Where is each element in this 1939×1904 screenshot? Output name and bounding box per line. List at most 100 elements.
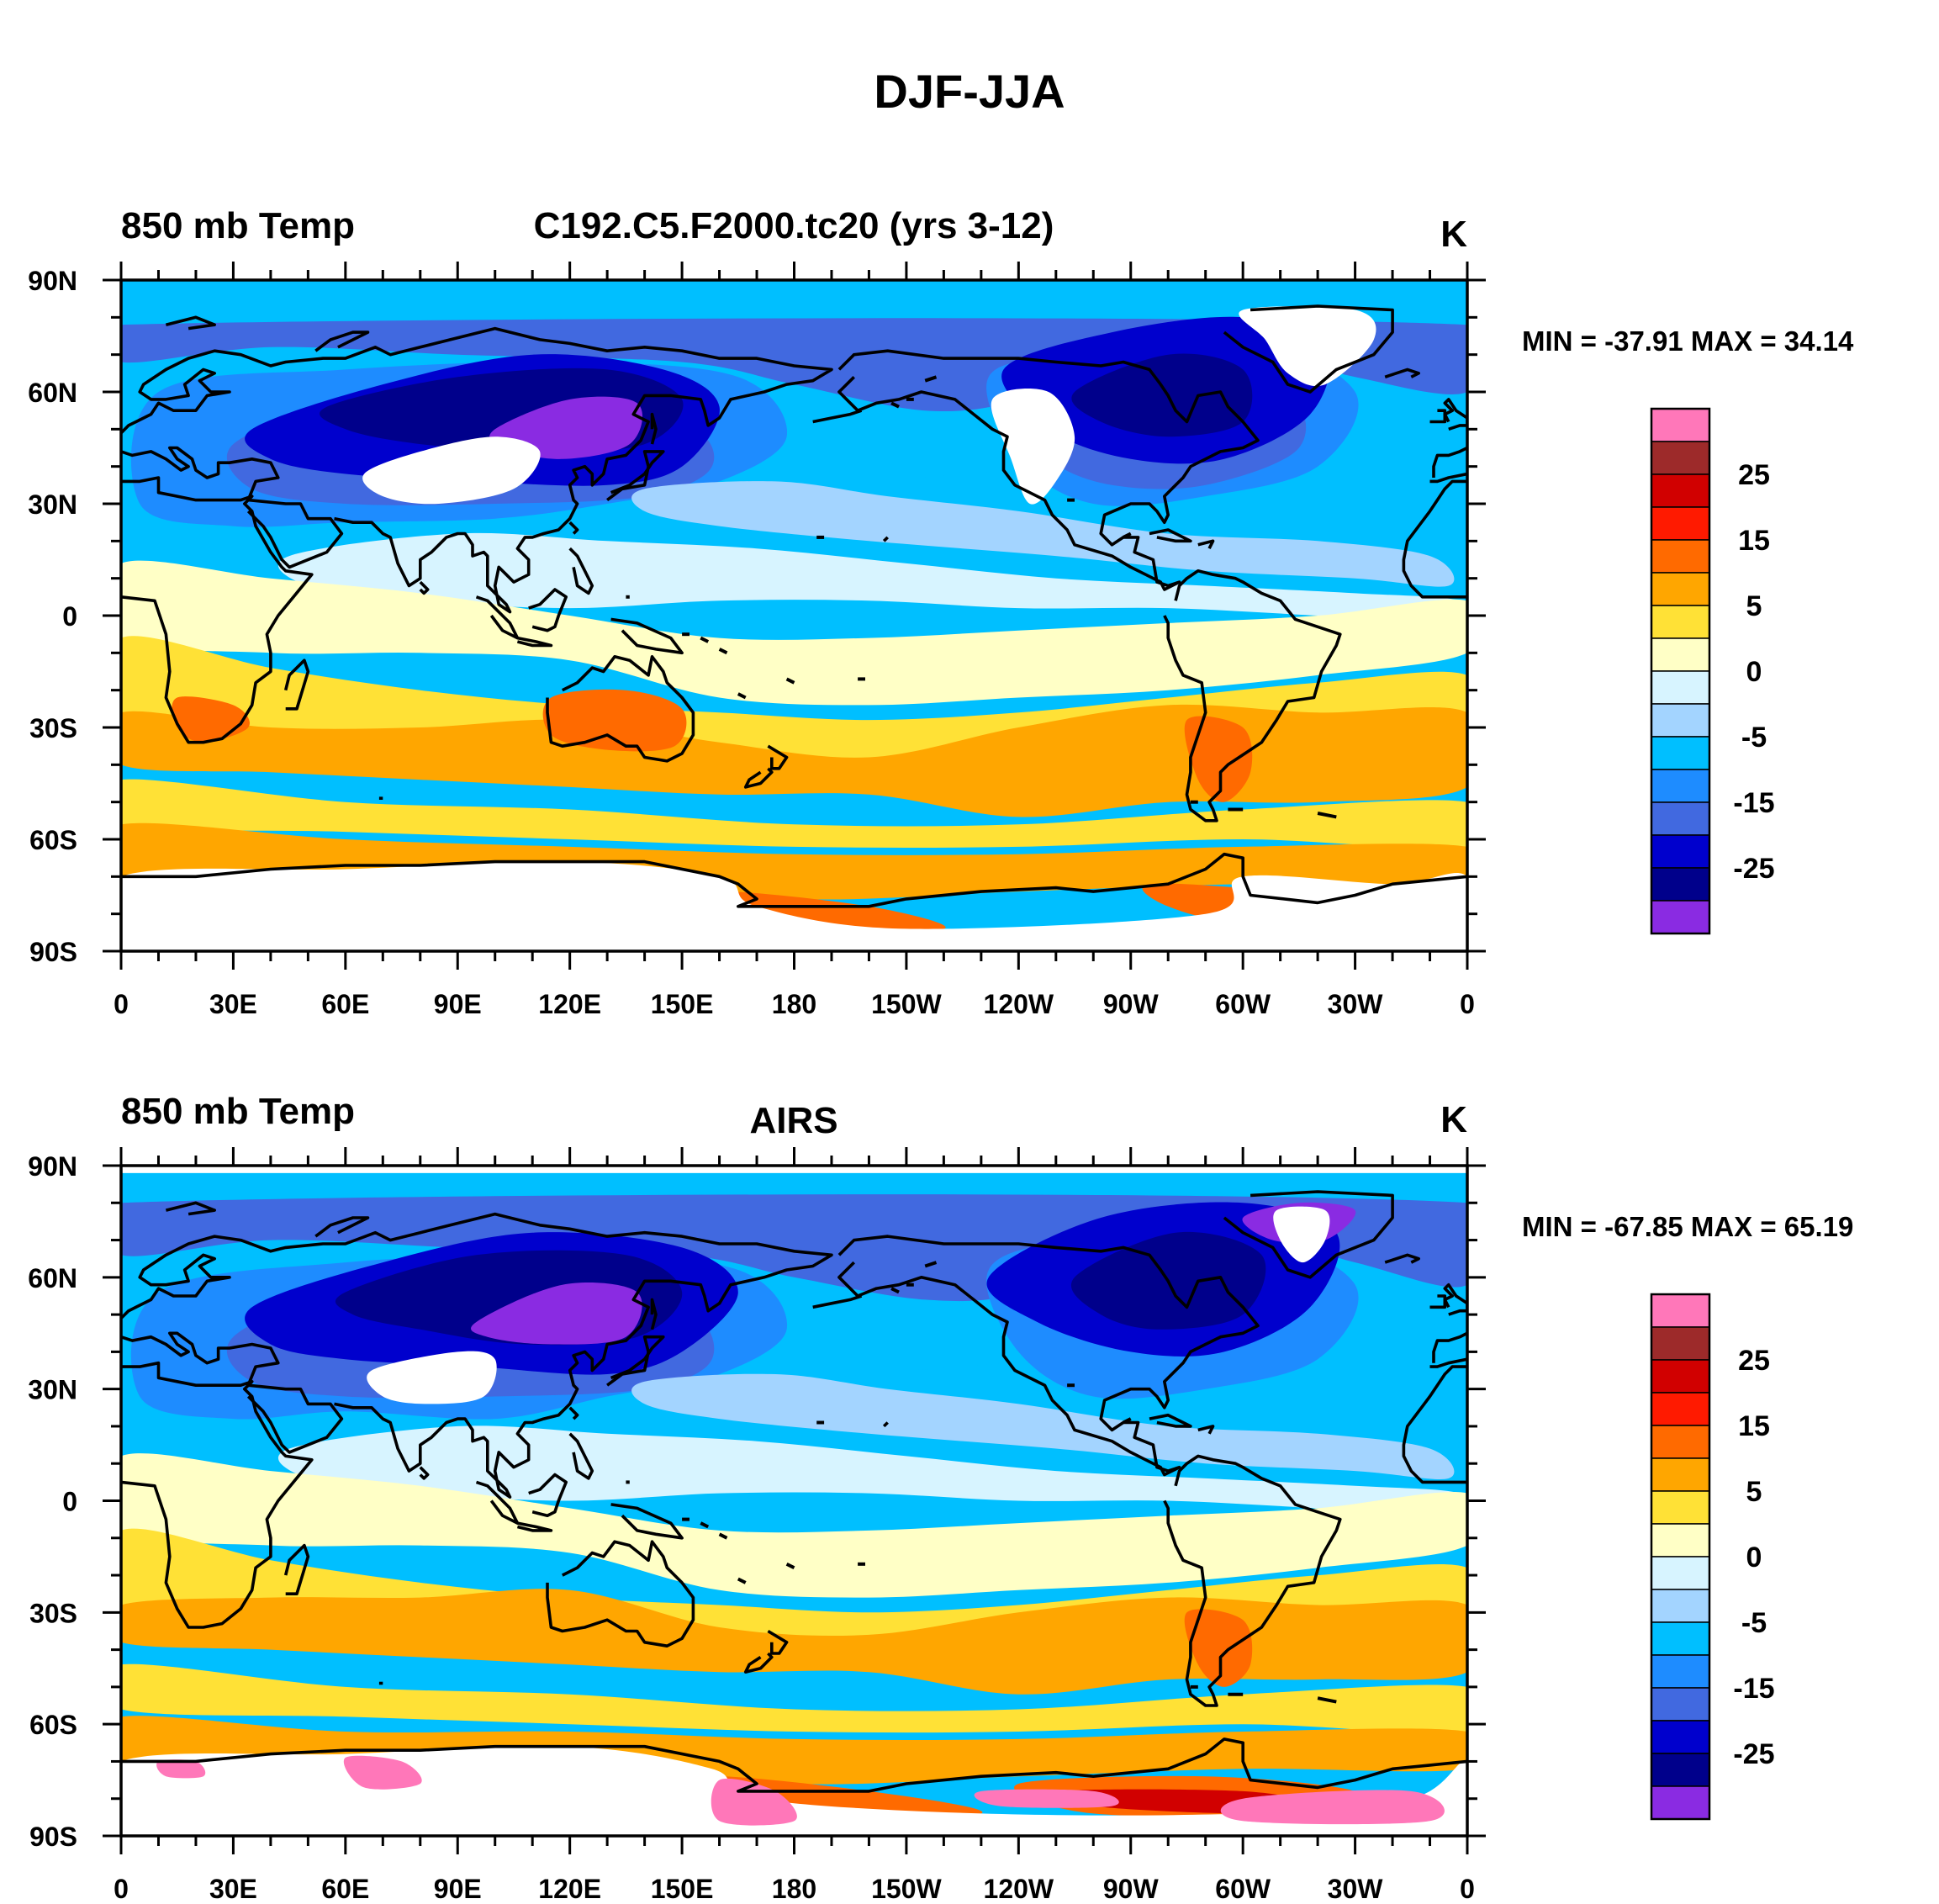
lat-tick-label: 30S — [29, 1598, 77, 1628]
coastline — [1197, 539, 1215, 550]
coastline — [568, 1406, 579, 1420]
colorbar-box — [1651, 1785, 1710, 1820]
colorbar-box — [1651, 1326, 1710, 1361]
island — [718, 1532, 728, 1540]
coastline — [1163, 569, 1342, 822]
panel-left-string: 850 mb Temp — [121, 1091, 355, 1132]
lat-tick-label: 0 — [62, 601, 77, 632]
coastline — [314, 331, 370, 352]
lat-tick-label: 60S — [29, 825, 77, 855]
axis-ticks — [103, 1147, 1486, 1854]
lon-tick-label: 90W — [1103, 989, 1160, 1019]
colorbar-box — [1651, 1457, 1710, 1492]
coastline — [837, 349, 1260, 591]
lon-tick-label: 180 — [772, 989, 816, 1019]
island — [785, 1563, 795, 1569]
colorbar-box — [1651, 1621, 1710, 1656]
colorbar-box — [1651, 1753, 1710, 1787]
lat-tick-label: 0 — [62, 1487, 77, 1517]
coastline — [283, 658, 310, 711]
lon-tick-label: 120W — [984, 1874, 1054, 1904]
figure-title: DJF-JJA — [874, 65, 1065, 118]
colorbar-label: -25 — [1733, 853, 1774, 885]
colorbar-box — [1651, 605, 1710, 639]
coastline — [650, 1298, 658, 1330]
colorbar-box — [1651, 1720, 1710, 1754]
colorbar-box — [1651, 506, 1710, 541]
coastline — [121, 476, 314, 744]
lon-tick-label: 60E — [321, 1874, 369, 1904]
masked-region — [367, 1351, 497, 1404]
island — [737, 1577, 747, 1584]
coastline — [610, 617, 684, 655]
lon-tick-label: 150E — [651, 989, 714, 1019]
coastline — [1402, 1365, 1467, 1484]
coastline — [1149, 528, 1192, 543]
coastline — [1443, 398, 1467, 431]
lon-tick-label: 150W — [871, 1874, 942, 1904]
colorbar-box — [1651, 1392, 1710, 1426]
lat-tick-label: 30N — [28, 489, 77, 520]
island — [924, 375, 938, 383]
colorbar-frame — [1650, 407, 1711, 935]
masked-region — [121, 1746, 1467, 1836]
colorbar-box — [1651, 834, 1710, 869]
colorbar-box — [1651, 1687, 1710, 1722]
island — [700, 1521, 710, 1529]
coastline — [475, 595, 520, 640]
coastline — [283, 1543, 310, 1595]
coastline — [121, 852, 1467, 908]
coastline — [882, 1421, 889, 1428]
coastline — [121, 1212, 833, 1499]
lat-tick-label: 60S — [29, 1710, 77, 1740]
coastline — [767, 1629, 789, 1655]
coastline — [1223, 1190, 1394, 1279]
colorbar-box — [1651, 1654, 1710, 1689]
coastline — [1197, 1425, 1215, 1435]
panel-left-string: 850 mb Temp — [121, 205, 355, 246]
colorbar-box — [1651, 572, 1710, 606]
lat-tick-label: 60N — [28, 378, 77, 408]
island — [890, 401, 900, 409]
island — [890, 1287, 900, 1294]
panel-stats: MIN = -67.85 MAX = 65.19 — [1522, 1211, 1853, 1242]
colorbar-label: 15 — [1738, 525, 1770, 557]
colorbar-label: -5 — [1741, 1607, 1767, 1639]
coastline — [121, 1361, 314, 1629]
coastline — [516, 1521, 553, 1532]
coastline — [1432, 446, 1467, 478]
panel-center-string: AIRS — [749, 1100, 837, 1141]
panel-center-string: C192.C5.F2000.tc20 (yrs 3-12) — [534, 205, 1054, 246]
contour-region — [121, 1716, 1467, 1785]
colorbar-label: 0 — [1746, 1542, 1762, 1573]
lat-tick-label: 60N — [28, 1263, 77, 1293]
coastline — [812, 1294, 863, 1309]
lon-tick-label: 60W — [1215, 989, 1271, 1019]
coastline — [606, 1335, 665, 1387]
coastline — [568, 547, 594, 595]
coastline — [1429, 1357, 1467, 1368]
lat-tick-label: 90S — [29, 1822, 77, 1852]
coastline — [165, 315, 216, 331]
lon-tick-label: 90E — [434, 989, 482, 1019]
coastline — [1429, 409, 1447, 424]
coastline — [568, 1432, 594, 1480]
contour-region — [1184, 1609, 1253, 1687]
colorbar-label: -15 — [1733, 787, 1774, 819]
coastline — [121, 1331, 344, 1454]
lon-tick-label: 60E — [321, 989, 369, 1019]
island — [737, 692, 747, 700]
coastline — [568, 521, 579, 535]
coastline — [314, 1216, 370, 1238]
coastline — [121, 326, 833, 614]
lon-tick-label: 150W — [871, 989, 942, 1019]
colorbar-box — [1651, 867, 1710, 902]
lon-tick-label: 150E — [651, 1874, 714, 1904]
map-field — [121, 1166, 1467, 1836]
colorbar-box — [1651, 1359, 1710, 1394]
lon-tick-label: 180 — [772, 1874, 816, 1904]
colorbar-frame — [1650, 1293, 1711, 1821]
colorbar: 25 15 5 0 -5 -15 -25 — [1650, 1293, 1775, 1821]
island — [1123, 1417, 1132, 1425]
